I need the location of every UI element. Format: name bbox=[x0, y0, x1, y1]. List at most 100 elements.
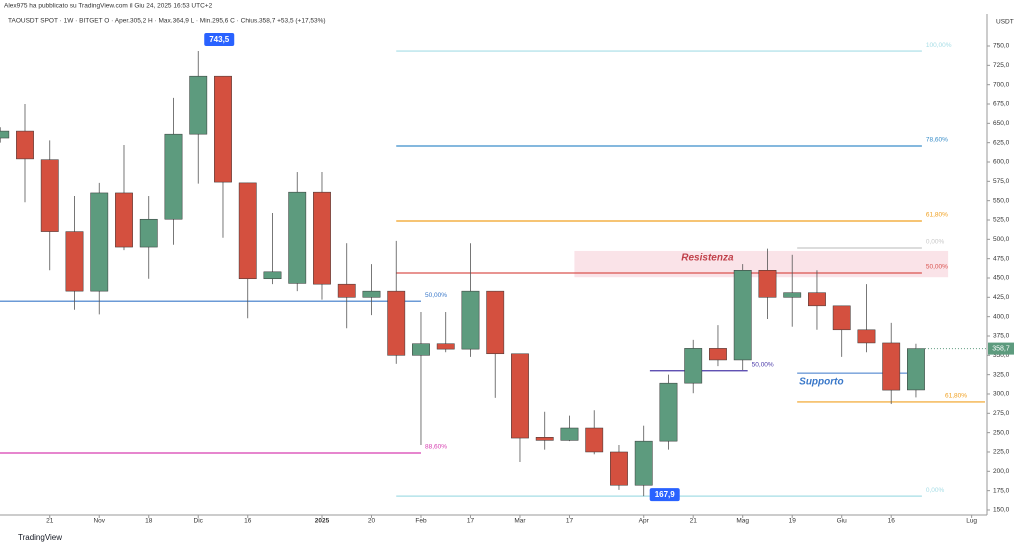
candle-body bbox=[511, 353, 529, 439]
candle-body bbox=[610, 451, 628, 486]
x-tick-label: Feb bbox=[415, 518, 427, 525]
x-tick-label: 16 bbox=[244, 518, 252, 525]
y-tick-label: 700,0 bbox=[993, 81, 1010, 88]
y-tick-label: 325,0 bbox=[993, 371, 1010, 378]
x-tick-label: 19 bbox=[789, 518, 797, 525]
candle-body bbox=[560, 427, 579, 441]
level-label: 61,80% bbox=[945, 393, 967, 400]
candle-body bbox=[164, 133, 183, 220]
candle-body bbox=[387, 290, 406, 356]
candle-body bbox=[90, 192, 109, 292]
x-tick-label: 18 bbox=[145, 518, 153, 525]
y-tick-label: 725,0 bbox=[993, 62, 1010, 69]
level-label: 50,00% bbox=[752, 362, 774, 369]
x-tick-label: 21 bbox=[46, 518, 54, 525]
x-tick-label: Apr bbox=[639, 518, 650, 525]
candle-body bbox=[659, 382, 678, 442]
candle-body bbox=[337, 283, 356, 298]
candle-body bbox=[684, 348, 703, 384]
y-tick-label: 675,0 bbox=[993, 101, 1010, 108]
level-label: 0,00% bbox=[926, 487, 945, 494]
x-tick-label: 16 bbox=[888, 518, 896, 525]
last-price-label: 358,7 bbox=[992, 345, 1010, 352]
candle-body bbox=[139, 218, 158, 248]
x-tick-label: 17 bbox=[566, 518, 574, 525]
candle-body bbox=[535, 437, 554, 441]
candle-body bbox=[585, 427, 604, 453]
x-tick-label: 21 bbox=[690, 518, 698, 525]
y-tick-label: 550,0 bbox=[993, 197, 1010, 204]
zone-label: Supporto bbox=[799, 377, 843, 388]
candle-body bbox=[238, 182, 257, 280]
candle-body bbox=[65, 231, 84, 292]
candle-body bbox=[40, 159, 59, 232]
x-tick-label: Dic bbox=[194, 518, 204, 525]
candle-body bbox=[857, 329, 876, 344]
footer: TradingView bbox=[18, 533, 62, 542]
x-tick-label: Mag bbox=[736, 518, 749, 525]
callout-label: 167,9 bbox=[655, 490, 676, 499]
candle-body bbox=[832, 305, 851, 331]
candle-body bbox=[907, 348, 925, 391]
candle-body bbox=[263, 271, 282, 280]
callout-label: 743,5 bbox=[209, 35, 230, 44]
y-tick-label: 375,0 bbox=[993, 333, 1010, 340]
x-tick-label: Giu bbox=[837, 518, 848, 525]
x-tick-label: Lug bbox=[966, 518, 977, 525]
candle-body bbox=[634, 440, 653, 486]
candle-body bbox=[758, 270, 777, 298]
zone-label: Resistenza bbox=[681, 253, 734, 264]
y-tick-label: 300,0 bbox=[993, 391, 1010, 398]
y-tick-label: 625,0 bbox=[993, 139, 1010, 146]
x-tick-label: Nov bbox=[93, 518, 105, 525]
candle-body bbox=[362, 290, 381, 298]
x-tick-label: 20 bbox=[368, 518, 376, 525]
candle-body bbox=[733, 270, 752, 361]
y-tick-label: 425,0 bbox=[993, 294, 1010, 301]
candle-body bbox=[313, 191, 331, 285]
publisher: Alex975 ha pubblicato su TradingView.com… bbox=[4, 3, 213, 10]
candle-body bbox=[16, 130, 34, 160]
level-label: 88,60% bbox=[425, 444, 447, 451]
y-tick-label: 750,0 bbox=[993, 43, 1010, 50]
candle-body bbox=[436, 343, 455, 350]
y-tick-label: 575,0 bbox=[993, 178, 1010, 185]
y-tick-label: 175,0 bbox=[993, 487, 1010, 494]
y-tick-label: 350,0 bbox=[993, 352, 1010, 359]
candle-body bbox=[214, 75, 232, 183]
x-tick-label: 17 bbox=[467, 518, 475, 525]
candle-body bbox=[412, 343, 430, 356]
candle-body bbox=[486, 290, 505, 355]
candle-body bbox=[709, 348, 727, 361]
y-axis-label: USDT bbox=[996, 19, 1014, 26]
y-tick-label: 500,0 bbox=[993, 236, 1010, 243]
chart-title: TAOUSDT SPOT · 1W · BITGET O · Aper.305,… bbox=[8, 18, 326, 25]
candle-body bbox=[115, 192, 133, 248]
last-price-tag bbox=[988, 342, 1014, 355]
y-tick-label: 475,0 bbox=[993, 255, 1010, 262]
candle-body bbox=[189, 75, 208, 135]
level-label: 100,00% bbox=[926, 42, 952, 49]
x-tick-label: Mar bbox=[514, 518, 526, 525]
y-tick-label: 250,0 bbox=[993, 429, 1010, 436]
callout-box bbox=[204, 33, 235, 47]
y-tick-label: 650,0 bbox=[993, 120, 1010, 127]
x-tick-label: 2025 bbox=[315, 518, 330, 525]
level-label: 61,80% bbox=[926, 212, 948, 219]
candle-body bbox=[461, 290, 480, 350]
y-tick-label: 450,0 bbox=[993, 275, 1010, 282]
y-tick-label: 525,0 bbox=[993, 217, 1010, 224]
y-tick-label: 225,0 bbox=[993, 449, 1010, 456]
level-label: 50,00% bbox=[425, 292, 447, 299]
level-label: 0,00% bbox=[926, 239, 945, 246]
callout-box bbox=[649, 488, 680, 502]
y-tick-label: 200,0 bbox=[993, 468, 1010, 475]
y-tick-label: 150,0 bbox=[993, 507, 1010, 514]
candle-body bbox=[783, 292, 802, 298]
y-tick-label: 400,0 bbox=[993, 313, 1010, 320]
level-label: 78,60% bbox=[926, 137, 948, 144]
candle-body bbox=[882, 342, 901, 391]
y-tick-label: 600,0 bbox=[993, 159, 1010, 166]
candle-body bbox=[288, 191, 307, 284]
